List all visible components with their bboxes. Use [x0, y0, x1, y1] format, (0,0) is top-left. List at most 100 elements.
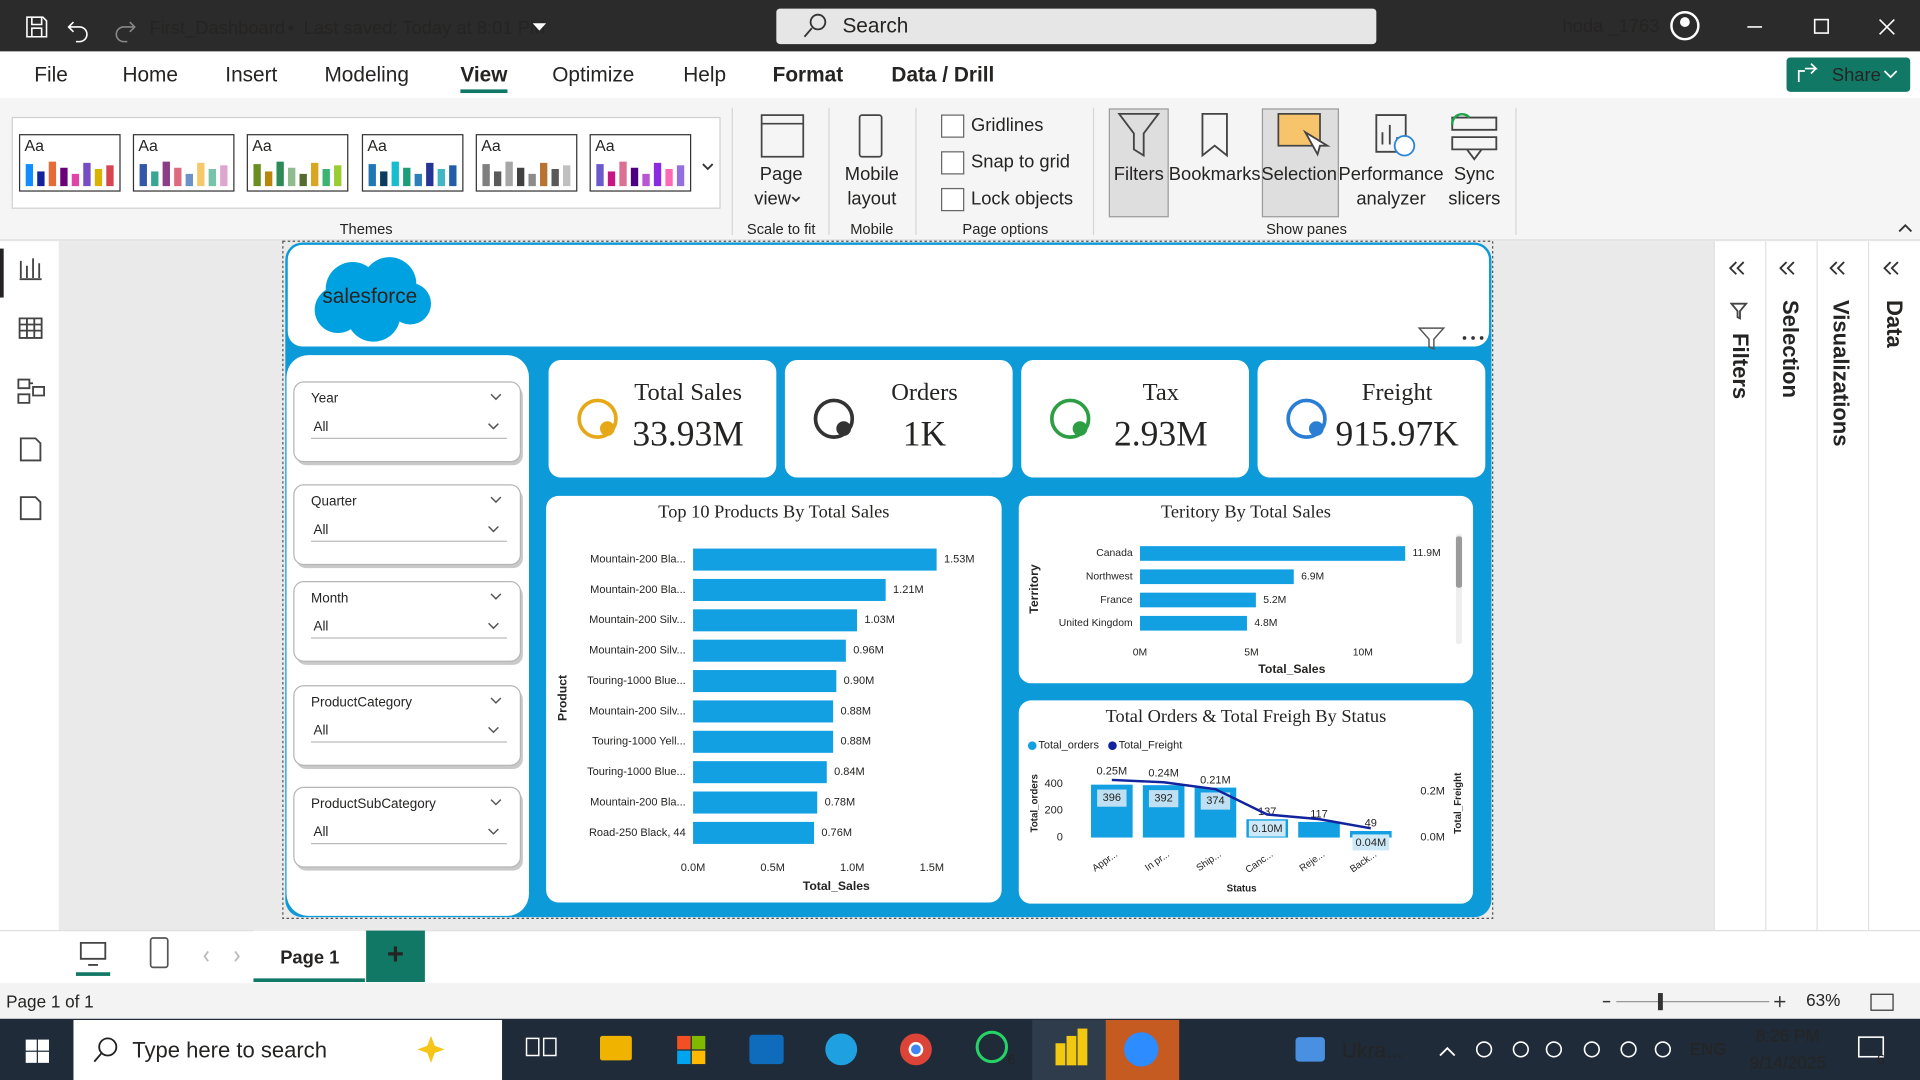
slicer: [293, 685, 522, 766]
x-tick-label: 10M: [1353, 647, 1373, 658]
menu-tab[interactable]: File: [34, 63, 68, 86]
category-label: Touring-1000 Yell...: [592, 736, 686, 748]
bar[interactable]: [1298, 821, 1340, 838]
legend-marker: [1108, 741, 1117, 750]
bar[interactable]: [1140, 592, 1256, 608]
menu-tab[interactable]: Data / Drill: [891, 63, 994, 86]
menu-tab[interactable]: Format: [773, 63, 844, 86]
add-page-label[interactable]: +: [387, 938, 404, 971]
pane-tab[interactable]: Data: [1882, 300, 1907, 348]
theme-color: [288, 167, 296, 187]
expand-pane: [1728, 261, 1745, 275]
bar[interactable]: [693, 639, 846, 662]
button-label[interactable]: Mobile: [845, 163, 899, 184]
checkbox-label[interactable]: Lock objects: [971, 187, 1073, 208]
more-options[interactable]: [1471, 336, 1475, 340]
bar[interactable]: [1140, 615, 1247, 631]
legend-label[interactable]: Total_Freight: [1119, 740, 1183, 752]
logo-text: salesforce: [322, 285, 417, 308]
button-label[interactable]: Selection: [1261, 163, 1337, 184]
theme-color: [368, 164, 376, 187]
button-label[interactable]: Filters: [1114, 163, 1164, 184]
button-label[interactable]: Bookmarks: [1169, 163, 1261, 184]
category-label: Canada: [1096, 548, 1133, 559]
bar[interactable]: [693, 761, 827, 784]
button-label[interactable]: slicers: [1448, 187, 1500, 208]
search-placeholder[interactable]: Search: [842, 14, 908, 37]
taskbar-app[interactable]: Ukra...: [1342, 1039, 1403, 1062]
bar[interactable]: [693, 791, 818, 814]
kpi-icon: [813, 398, 855, 439]
sync-icon: [1451, 113, 1471, 126]
y-tick-label: 400: [1044, 778, 1062, 790]
report-header: [287, 244, 1489, 347]
button-label[interactable]: Performance: [1338, 163, 1443, 184]
theme-color: [414, 173, 422, 187]
x-axis-title: Total_Sales: [803, 879, 870, 893]
pane-tab[interactable]: Filters: [1728, 333, 1753, 399]
bar[interactable]: [1140, 546, 1406, 561]
active-pane-button: [1108, 108, 1169, 218]
theme-swatch: [361, 134, 464, 192]
theme-sample[interactable]: Aa: [252, 138, 272, 155]
menu-tab[interactable]: Insert: [225, 63, 277, 86]
slicer-value[interactable]: All: [313, 619, 328, 634]
share-label[interactable]: Share: [1832, 64, 1881, 85]
slicer-value[interactable]: All: [313, 824, 328, 839]
theme-swatch: [246, 134, 349, 192]
bar[interactable]: [693, 821, 815, 844]
menu-tab[interactable]: Home: [122, 63, 177, 86]
bar[interactable]: [693, 609, 858, 632]
legend-label[interactable]: Total_orders: [1038, 740, 1099, 752]
menu-tab[interactable]: Help: [683, 63, 726, 86]
theme-sample[interactable]: Aa: [367, 138, 387, 155]
theme-sample[interactable]: Aa: [24, 138, 44, 155]
theme-sample[interactable]: Aa: [138, 138, 158, 155]
theme-color: [37, 171, 45, 187]
checkbox-label[interactable]: Gridlines: [971, 114, 1043, 135]
powerbi-icon: [1055, 1043, 1066, 1066]
slicer: [293, 484, 522, 566]
theme-sample[interactable]: Aa: [595, 138, 615, 155]
more-options[interactable]: [1479, 336, 1484, 340]
bar[interactable]: [693, 548, 937, 571]
more-options[interactable]: [1462, 336, 1467, 340]
slicer-value[interactable]: All: [313, 723, 328, 738]
bar[interactable]: [693, 700, 834, 723]
chevron: [702, 163, 714, 171]
chevron: [490, 393, 502, 401]
slicer-title: ProductSubCategory: [311, 796, 436, 811]
button-label[interactable]: layout: [847, 187, 896, 208]
button-label[interactable]: Page: [760, 163, 803, 184]
x-tick-label: 1.5M: [920, 862, 945, 874]
menu-tab[interactable]: Modeling: [324, 63, 408, 86]
theme-color: [540, 162, 548, 187]
theme-color: [437, 168, 445, 187]
bar[interactable]: [1350, 831, 1392, 838]
bar[interactable]: [693, 670, 837, 693]
page-tab-label[interactable]: Page 1: [280, 947, 339, 968]
pane-tab[interactable]: Visualizations: [1828, 300, 1853, 447]
bar[interactable]: [693, 730, 834, 753]
slicer-value[interactable]: All: [313, 522, 328, 537]
bar[interactable]: [693, 578, 886, 601]
bar[interactable]: [1140, 569, 1294, 585]
whatsapp-icon: [975, 1030, 1009, 1064]
kpi-icon: [1050, 398, 1091, 439]
active-view: [0, 248, 4, 298]
theme-color: [60, 167, 68, 187]
taskbar-search-text[interactable]: Type here to search: [132, 1038, 327, 1063]
menu-tab[interactable]: View: [460, 63, 508, 86]
checkbox-label[interactable]: Snap to grid: [971, 151, 1070, 172]
slicer-value[interactable]: All: [313, 419, 328, 434]
theme-color: [449, 165, 457, 187]
data-label: 0.78M: [825, 796, 856, 808]
menu-tab[interactable]: Optimize: [552, 63, 634, 86]
badge: 6: [1007, 1052, 1015, 1068]
theme-sample[interactable]: Aa: [481, 138, 501, 155]
button-label[interactable]: view: [754, 187, 791, 208]
button-label[interactable]: Sync: [1454, 163, 1495, 184]
button-label[interactable]: analyzer: [1356, 187, 1425, 208]
pane-tab[interactable]: Selection: [1778, 300, 1803, 398]
theme-color: [174, 167, 182, 187]
